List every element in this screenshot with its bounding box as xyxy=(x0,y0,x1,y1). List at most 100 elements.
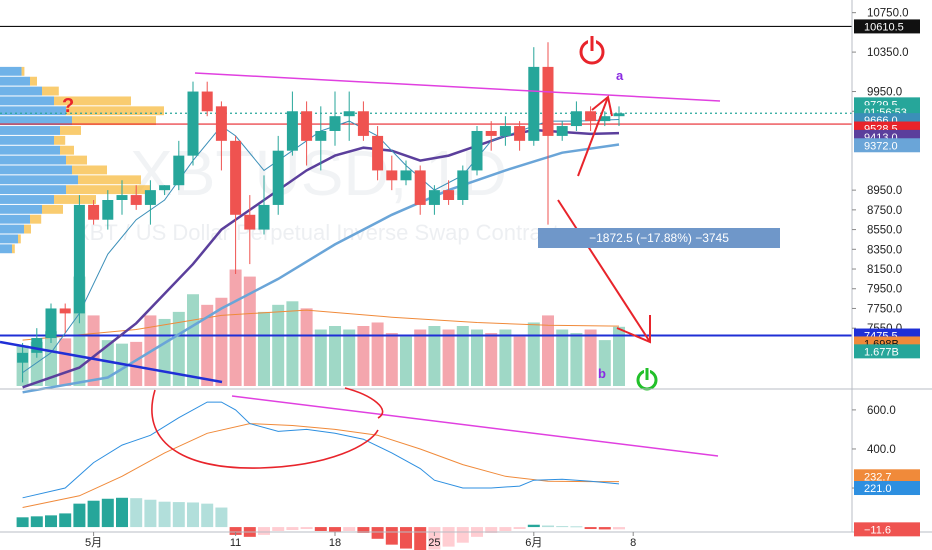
volume-bar xyxy=(542,315,554,386)
price-tick-label: 8950.0 xyxy=(867,185,902,197)
volume-profile-blue-bar xyxy=(0,106,66,116)
volume-bar xyxy=(130,341,143,386)
macd-histogram-bar xyxy=(414,527,427,550)
volume-bar xyxy=(357,326,370,386)
price-tag-bg xyxy=(854,19,920,34)
volume-bar xyxy=(229,269,242,386)
volume-profile-yellow-bar xyxy=(42,204,63,214)
macd-histogram-bar xyxy=(59,513,72,528)
price-tick-label: 8350.0 xyxy=(867,244,902,256)
macd-histogram-bar xyxy=(385,527,398,545)
volume-profile-blue-bar xyxy=(0,126,60,135)
candle-body xyxy=(443,190,455,200)
volume-bar xyxy=(613,326,625,386)
volume-bar xyxy=(598,340,611,386)
volume-bar xyxy=(59,338,72,386)
macd-histogram-bar xyxy=(598,527,611,530)
price-tag-bg xyxy=(854,344,920,359)
macd-histogram-bar xyxy=(428,527,441,550)
macd-histogram-bar xyxy=(314,527,327,531)
volume-profile-blue-bar xyxy=(0,224,24,234)
macd-histogram-bar xyxy=(229,527,242,535)
macd-histogram-bar xyxy=(584,527,597,530)
red-arrow-down-head xyxy=(616,315,651,344)
candle-body xyxy=(372,135,384,171)
candle-body xyxy=(556,126,568,136)
candle-body xyxy=(215,106,227,141)
macd-line xyxy=(22,401,620,499)
price-tag-bg xyxy=(854,138,920,153)
red-arrow-down xyxy=(557,199,651,343)
volume-profile-blue-bar xyxy=(0,76,30,86)
macd-histogram-bar xyxy=(513,527,526,530)
candle-body xyxy=(585,111,597,122)
macd-value-tag-bg xyxy=(854,469,920,484)
macd-value-tag-bg xyxy=(854,481,920,496)
macd-histogram-bar xyxy=(130,498,143,528)
macd-histogram-bar xyxy=(456,527,469,543)
macd-value-tag-bg xyxy=(854,522,920,537)
volume-profile-yellow-bar xyxy=(66,155,87,165)
volume-profile-blue-bar xyxy=(0,195,54,204)
candle-body xyxy=(88,204,100,220)
price-tag: 9372.0 xyxy=(864,140,898,152)
candle-body xyxy=(499,126,511,136)
volume-profile-blue-bar xyxy=(0,214,30,224)
watermark-description: XBT / US Dollar Perpetual Inverse Swap C… xyxy=(75,220,559,245)
candle-body xyxy=(17,352,29,363)
price-tick-label: 10350.0 xyxy=(867,47,909,59)
volume-bars xyxy=(16,269,625,386)
candle-body xyxy=(357,111,369,136)
volume-profile-yellow-bar xyxy=(66,106,164,116)
macd-histogram-bar xyxy=(485,527,498,533)
volume-profile-yellow-bar xyxy=(66,185,150,195)
horizontal-lines xyxy=(0,25,852,337)
price-tick-label: 7750.0 xyxy=(867,303,902,315)
macd-histogram-bar xyxy=(556,526,569,528)
volume-bar xyxy=(371,322,384,386)
volume-profile-blue-bar xyxy=(0,66,22,76)
candle-body xyxy=(471,130,483,171)
volume-profile-yellow-bar xyxy=(30,76,37,86)
volume-bar xyxy=(570,333,583,386)
volume-bar xyxy=(187,294,199,386)
price-tags: 10610.59729.501:56:539666.09528.59413.09… xyxy=(854,19,920,537)
macd-histogram-bar xyxy=(73,503,86,528)
volume-profile-blue-bar xyxy=(0,145,60,155)
volume-profile-blue-bar xyxy=(0,204,42,214)
macd-histogram-bar xyxy=(542,525,554,528)
candle-body xyxy=(45,308,57,339)
macd-histogram-bar xyxy=(16,517,29,528)
price-tag: 1.677B xyxy=(864,346,899,358)
price-tick-label: 8550.0 xyxy=(867,225,902,237)
volume-bar xyxy=(87,315,100,386)
macd-value-tag: 232.7 xyxy=(864,471,892,483)
price-tick-label: 7950.0 xyxy=(867,284,902,296)
volume-bar xyxy=(400,336,412,386)
volume-bar xyxy=(584,329,597,386)
volume-profile-yellow-bar xyxy=(21,66,25,76)
macd-histogram-bar xyxy=(272,527,285,531)
time-tick-label: 5月 xyxy=(85,537,102,549)
macd-value-tag: 221.0 xyxy=(864,483,892,495)
candle-body xyxy=(400,170,412,181)
volume-bar xyxy=(471,329,483,386)
macd-histogram-bar xyxy=(613,527,625,530)
candle-body xyxy=(59,308,71,314)
volume-bar xyxy=(499,329,512,386)
volume-bar xyxy=(513,336,526,386)
time-tick-label: 25 xyxy=(428,537,440,549)
macd-signal-line xyxy=(22,423,619,508)
volume-profile-blue-bar xyxy=(0,185,66,195)
blue-trend-line xyxy=(0,340,223,384)
red-hand-drawn-curve xyxy=(151,387,384,469)
volume-bar xyxy=(158,318,171,386)
time-tick-label: 11 xyxy=(230,537,241,549)
candle-body xyxy=(315,130,327,141)
macd-histogram-bar xyxy=(45,515,57,528)
volume-profile-yellow-bar xyxy=(78,175,141,185)
volume-profile-blue-bar xyxy=(0,155,66,165)
volume-profile-yellow-bar xyxy=(60,126,81,135)
volume-bar xyxy=(314,329,327,386)
ma-slow-line xyxy=(22,143,620,394)
